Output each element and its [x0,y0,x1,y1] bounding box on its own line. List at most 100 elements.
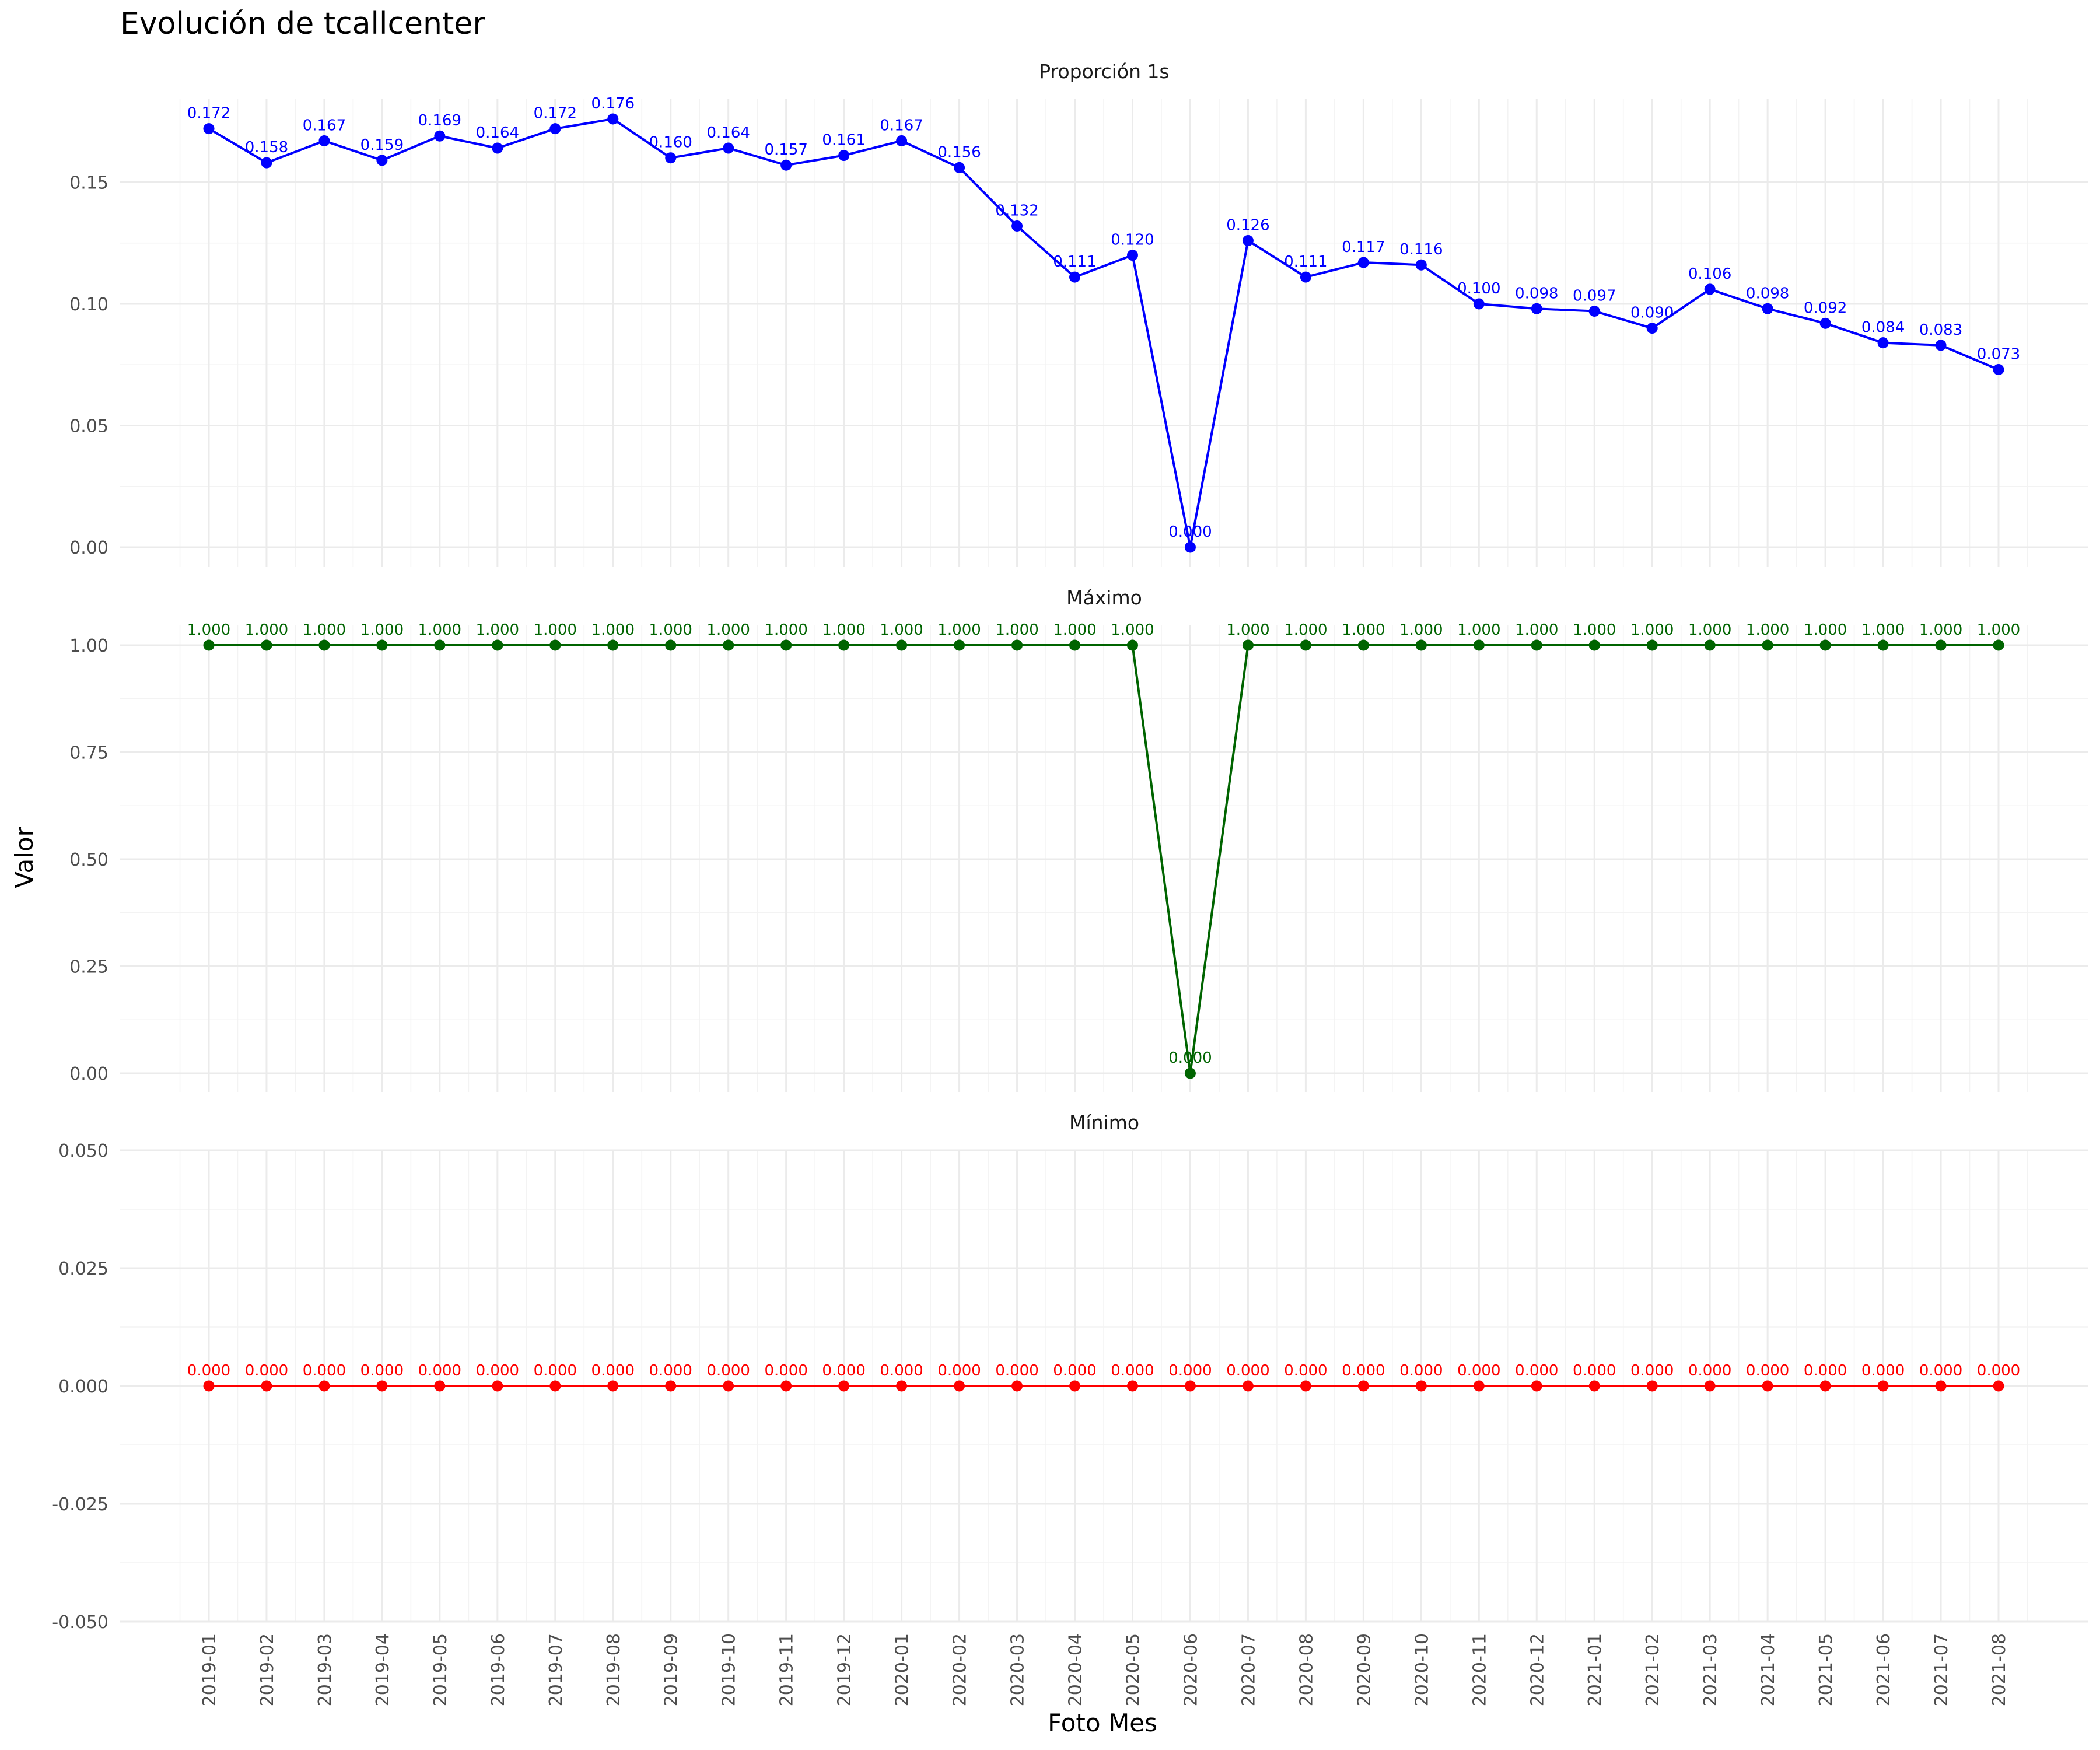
data-point [1415,259,1427,271]
data-label: 0.000 [764,1362,807,1380]
data-label: 0.098 [1515,285,1558,302]
data-point [838,150,850,162]
data-label: 0.000 [995,1362,1038,1380]
data-label: 0.132 [995,202,1038,220]
data-point [1126,1380,1138,1392]
y-tick-label: 0.000 [58,1377,108,1397]
data-point [434,130,446,142]
x-tick-label: 2019-05 [430,1633,451,1706]
data-point [492,1380,503,1392]
data-label: 0.167 [303,117,346,135]
data-label: 0.000 [649,1362,692,1380]
data-label: 1.000 [1399,621,1443,639]
panels: Proporción 1s 0.00 0.05 0.10 0.15 0.172 0.158 0… [52,60,2088,1706]
data-label: 0.092 [1804,299,1847,317]
data-point [954,639,965,651]
data-point [1993,364,2004,376]
data-point [954,1380,965,1392]
x-tick-label: 2020-03 [1008,1633,1028,1706]
series-line [209,644,1999,1074]
data-point [896,1380,908,1392]
x-tick-label: 2019-12 [835,1633,855,1706]
data-point [1300,1380,1311,1392]
data-point [1588,639,1600,651]
x-tick-labels: 2019-01 2019-02 2019-03 2019-04 2019-05 2019-… [200,1633,2010,1706]
data-label: 0.000 [1688,1362,1731,1380]
data-point [1704,1380,1716,1392]
data-point [1819,317,1831,329]
data-point [780,639,792,651]
y-tick-label: 0.50 [69,850,108,870]
data-point [203,1380,215,1392]
x-tick-label: 2021-05 [1816,1633,1836,1706]
data-point [1357,639,1369,651]
data-point [1762,303,1773,314]
panel-3: Mínimo -0.050 -0.025 0.000 0.025 0.050 0.000 0.… [52,1111,2088,1633]
data-point [1126,639,1138,651]
x-tick-label: 2021-07 [1931,1633,1952,1706]
data-label: 0.159 [360,136,404,154]
data-label: 0.000 [937,1362,981,1380]
chart-title: Evolución de tcallcenter [120,6,485,41]
data-label: 0.126 [1226,217,1269,235]
data-point [1646,639,1658,651]
data-point [261,639,272,651]
data-point [1069,639,1081,651]
x-tick-label: 2021-08 [1989,1633,2010,1706]
data-point [1646,1380,1658,1392]
data-point [1069,1380,1081,1392]
data-label: 0.111 [1284,253,1327,271]
data-label: 0.000 [880,1362,923,1380]
data-point [550,1380,561,1392]
data-label: 0.084 [1861,319,1905,337]
data-point [1531,639,1542,651]
data-point [1069,271,1081,283]
y-tick-label: 0.00 [69,538,108,558]
x-tick-label: 2020-07 [1238,1633,1259,1706]
data-label: 1.000 [1977,621,2020,639]
data-point [203,123,215,135]
panel-1: Proporción 1s 0.00 0.05 0.10 0.15 0.172 0.158 0… [69,60,2088,567]
data-label: 0.100 [1457,280,1500,298]
data-label: 0.161 [822,132,865,149]
x-tick-label: 2019-01 [200,1633,220,1706]
data-point [1473,298,1485,310]
data-label: 0.000 [303,1362,346,1380]
data-label: 0.158 [245,139,288,156]
data-point [1646,323,1658,334]
data-label: 1.000 [418,621,461,639]
y-tick-label: -0.050 [52,1612,108,1633]
data-point [1473,639,1485,651]
data-label: 0.000 [706,1362,750,1380]
data-label: 0.000 [1226,1362,1269,1380]
data-label: 0.116 [1399,241,1443,258]
data-label: 1.000 [995,621,1038,639]
data-label: 0.000 [592,1362,635,1380]
y-tick-label: 0.15 [69,173,108,193]
data-point [434,1380,446,1392]
data-point [1415,1380,1427,1392]
data-label: 0.117 [1342,239,1385,256]
data-label: 0.156 [937,144,981,161]
data-point [954,162,965,173]
data-point [376,1380,388,1392]
data-label: 0.000 [1804,1362,1847,1380]
panel-strip-label: Proporción 1s [1039,60,1169,83]
data-point [1877,639,1889,651]
data-label: 0.164 [476,124,519,142]
data-point [1242,639,1254,651]
data-label: 1.000 [1919,621,1962,639]
data-label: 0.000 [1977,1362,2020,1380]
data-point [1473,1380,1485,1392]
x-tick-label: 2021-02 [1643,1633,1663,1706]
x-tick-label: 2019-11 [777,1633,797,1706]
data-point [376,639,388,651]
data-label: 1.000 [822,621,865,639]
data-label: 1.000 [937,621,981,639]
data-label: 0.000 [1630,1362,1674,1380]
data-point [318,639,330,651]
data-point [607,113,619,125]
y-tick-label: 0.00 [69,1064,108,1084]
data-label: 1.000 [1804,621,1847,639]
data-label: 0.000 [1457,1362,1500,1380]
